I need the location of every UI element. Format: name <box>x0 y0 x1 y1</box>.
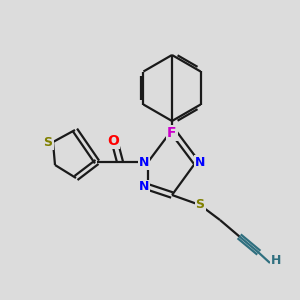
Text: F: F <box>167 126 177 140</box>
Text: N: N <box>139 155 149 169</box>
Text: O: O <box>107 134 119 148</box>
Text: N: N <box>139 181 149 194</box>
Text: S: S <box>44 136 52 148</box>
Text: H: H <box>271 254 281 266</box>
Text: S: S <box>196 199 205 212</box>
Text: N: N <box>195 155 205 169</box>
